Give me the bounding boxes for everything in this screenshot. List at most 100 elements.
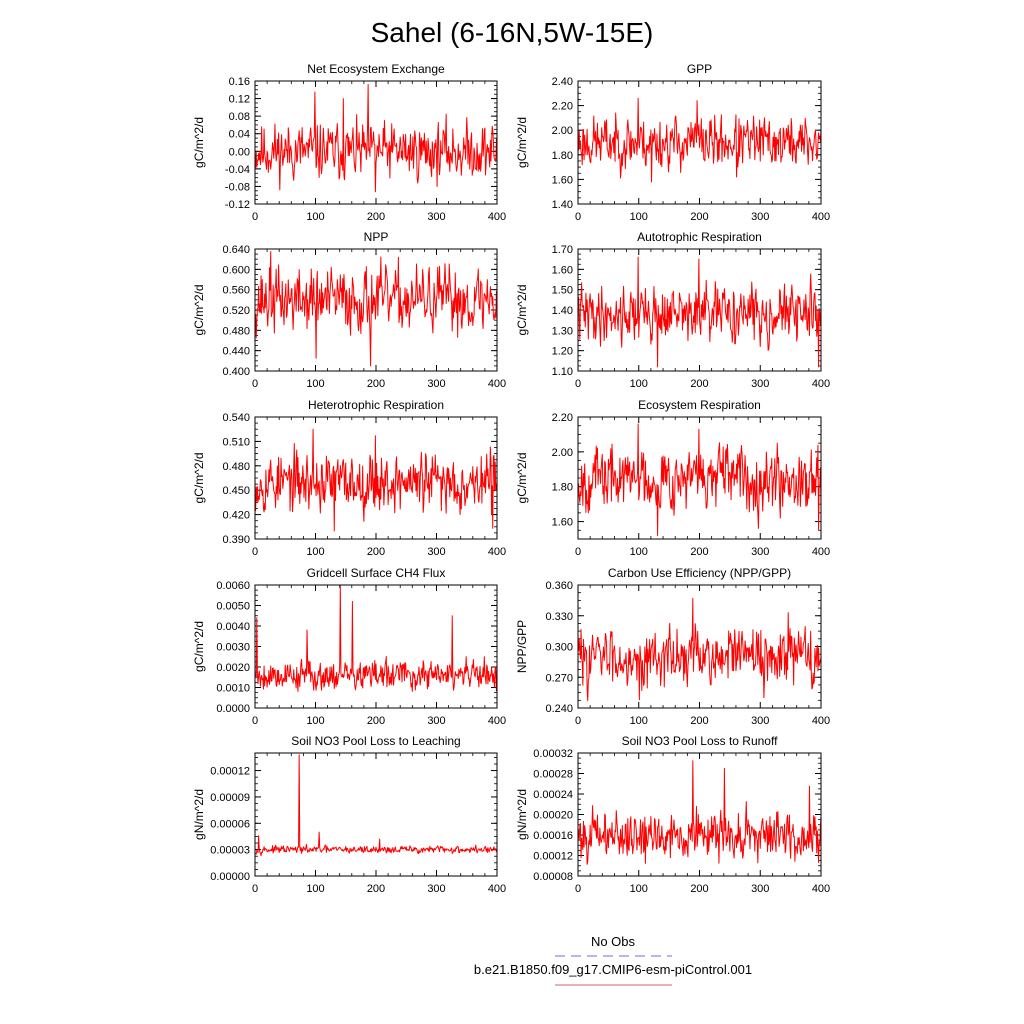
- y-tick-label: 2.20: [552, 101, 573, 113]
- x-tick-label: 200: [690, 378, 708, 390]
- y-tick-label: 0.440: [222, 346, 250, 358]
- y-tick-label: 0.480: [222, 325, 250, 337]
- series-line: [255, 584, 498, 692]
- panel-7: Gridcell Surface CH4 Flux gC/m^2/d 0.0000 0…: [192, 566, 506, 727]
- y-tick-label: 0.0060: [216, 580, 250, 592]
- series-line: [578, 97, 822, 183]
- x-tick-label: 0: [575, 715, 581, 727]
- y-tick-label: 1.60: [552, 264, 573, 276]
- y-tick-label: 0.00000: [210, 871, 250, 883]
- y-tick-label: 2.00: [552, 125, 573, 137]
- panel-4: Autotrophic Respiration gC/m^2/d 1.10 1.20 1…: [515, 230, 830, 390]
- x-tick-label: 100: [306, 715, 324, 727]
- y-tick-label: 0.0000: [216, 703, 250, 715]
- y-tick-label: 1.50: [552, 285, 573, 297]
- y-tick-label: 0.00008: [533, 871, 573, 883]
- panel-title: Carbon Use Efficiency (NPP/GPP): [608, 566, 791, 580]
- x-tick-label: 100: [630, 546, 648, 558]
- x-tick-label: 200: [367, 883, 385, 895]
- y-tick-label: 0.520: [222, 305, 250, 317]
- y-tick-label: 0.08: [229, 111, 250, 123]
- panel-1: Net Ecosystem Exchange gC/m^2/d -0.12 -0.08…: [192, 62, 506, 223]
- panel-5: Heterotrophic Respiration gC/m^2/d 0.390 0.…: [192, 398, 506, 558]
- panel-title: Gridcell Surface CH4 Flux: [307, 566, 446, 580]
- y-tick-label: 0.04: [229, 129, 250, 141]
- y-axis-label: gC/m^2/d: [192, 453, 206, 504]
- x-tick-label: 300: [427, 715, 445, 727]
- panel-6: Ecosystem Respiration gC/m^2/d 1.60 1.80 2.0…: [515, 398, 830, 558]
- y-tick-label: 1.20: [552, 346, 573, 358]
- x-tick-label: 200: [690, 883, 708, 895]
- y-tick-label: 0.00032: [533, 748, 573, 760]
- y-tick-label: 0.300: [545, 642, 573, 654]
- panel-title: NPP: [364, 230, 389, 244]
- y-tick-label: 1.10: [552, 366, 573, 378]
- y-axis-label: gC/m^2/d: [192, 621, 206, 672]
- x-tick-label: 0: [252, 211, 258, 223]
- y-tick-label: 0.640: [222, 244, 250, 256]
- x-tick-label: 400: [488, 715, 506, 727]
- series-line: [255, 84, 498, 193]
- x-tick-label: 200: [367, 211, 385, 223]
- y-tick-label: 1.40: [552, 199, 573, 211]
- y-tick-label: 0.0040: [216, 621, 250, 633]
- x-tick-label: 100: [306, 378, 324, 390]
- panel-title: Soil NO3 Pool Loss to Leaching: [291, 734, 460, 748]
- x-tick-label: 300: [427, 546, 445, 558]
- y-tick-label: 0.400: [222, 366, 250, 378]
- x-tick-label: 0: [252, 883, 258, 895]
- panel-10: Soil NO3 Pool Loss to Runoff gN/m^2/d 0.00…: [515, 734, 830, 895]
- y-tick-label: 0.00003: [210, 845, 250, 857]
- x-tick-label: 400: [812, 546, 830, 558]
- plot-frame: [254, 752, 498, 877]
- x-tick-label: 100: [306, 546, 324, 558]
- figure-title: Sahel (6-16N,5W-15E): [371, 17, 654, 48]
- y-tick-label: 0.240: [545, 703, 573, 715]
- y-tick-label: 2.00: [552, 447, 573, 459]
- x-tick-label: 200: [367, 546, 385, 558]
- x-tick-label: 0: [575, 211, 581, 223]
- legend-label-no-obs: No Obs: [591, 934, 636, 949]
- x-tick-label: 100: [630, 715, 648, 727]
- panel-2: GPP gC/m^2/d 1.40 1.60 1.80 2.00 2.20 2.40 0 100 2…: [515, 62, 830, 223]
- plot-frame: [254, 248, 498, 372]
- y-tick-label: 0.330: [545, 611, 573, 623]
- plot-frame: [254, 584, 498, 709]
- plot-frame: [254, 416, 498, 540]
- x-tick-label: 200: [690, 546, 708, 558]
- x-tick-label: 400: [812, 211, 830, 223]
- x-tick-label: 300: [427, 883, 445, 895]
- y-tick-label: 0.600: [222, 264, 250, 276]
- y-axis-label: gN/m^2/d: [192, 789, 206, 840]
- y-tick-label: 0.00020: [533, 810, 573, 822]
- x-tick-label: 200: [367, 378, 385, 390]
- panel-title: Net Ecosystem Exchange: [307, 62, 445, 76]
- y-tick-label: 0.00028: [533, 769, 573, 781]
- x-tick-label: 200: [690, 211, 708, 223]
- y-tick-label: 0.00: [229, 146, 250, 158]
- y-tick-label: 0.00009: [210, 792, 250, 804]
- x-tick-label: 400: [812, 715, 830, 727]
- x-tick-label: 400: [812, 378, 830, 390]
- x-tick-label: 0: [575, 378, 581, 390]
- y-tick-label: -0.08: [225, 181, 250, 193]
- x-tick-label: 200: [367, 715, 385, 727]
- y-tick-label: 1.60: [552, 517, 573, 529]
- y-axis-label: NPP/GPP: [515, 620, 529, 673]
- y-tick-label: 1.80: [552, 482, 573, 494]
- y-tick-label: 0.00012: [210, 766, 250, 778]
- y-tick-label: 0.00016: [533, 830, 573, 842]
- y-tick-label: 1.30: [552, 325, 573, 337]
- y-tick-label: 0.360: [545, 580, 573, 592]
- y-tick-label: 0.270: [545, 672, 573, 684]
- panel-title: Heterotrophic Respiration: [308, 398, 444, 412]
- x-tick-label: 300: [427, 378, 445, 390]
- panel-3: NPP gC/m^2/d 0.400 0.440 0.480 0.520 0.560 0.60…: [192, 230, 506, 390]
- x-tick-label: 300: [751, 715, 769, 727]
- y-axis-label: gC/m^2/d: [515, 453, 529, 504]
- series-line: [578, 423, 822, 537]
- panel-title: Ecosystem Respiration: [638, 398, 761, 412]
- series-line: [255, 428, 498, 532]
- x-tick-label: 0: [252, 378, 258, 390]
- y-tick-label: 0.00024: [533, 789, 573, 801]
